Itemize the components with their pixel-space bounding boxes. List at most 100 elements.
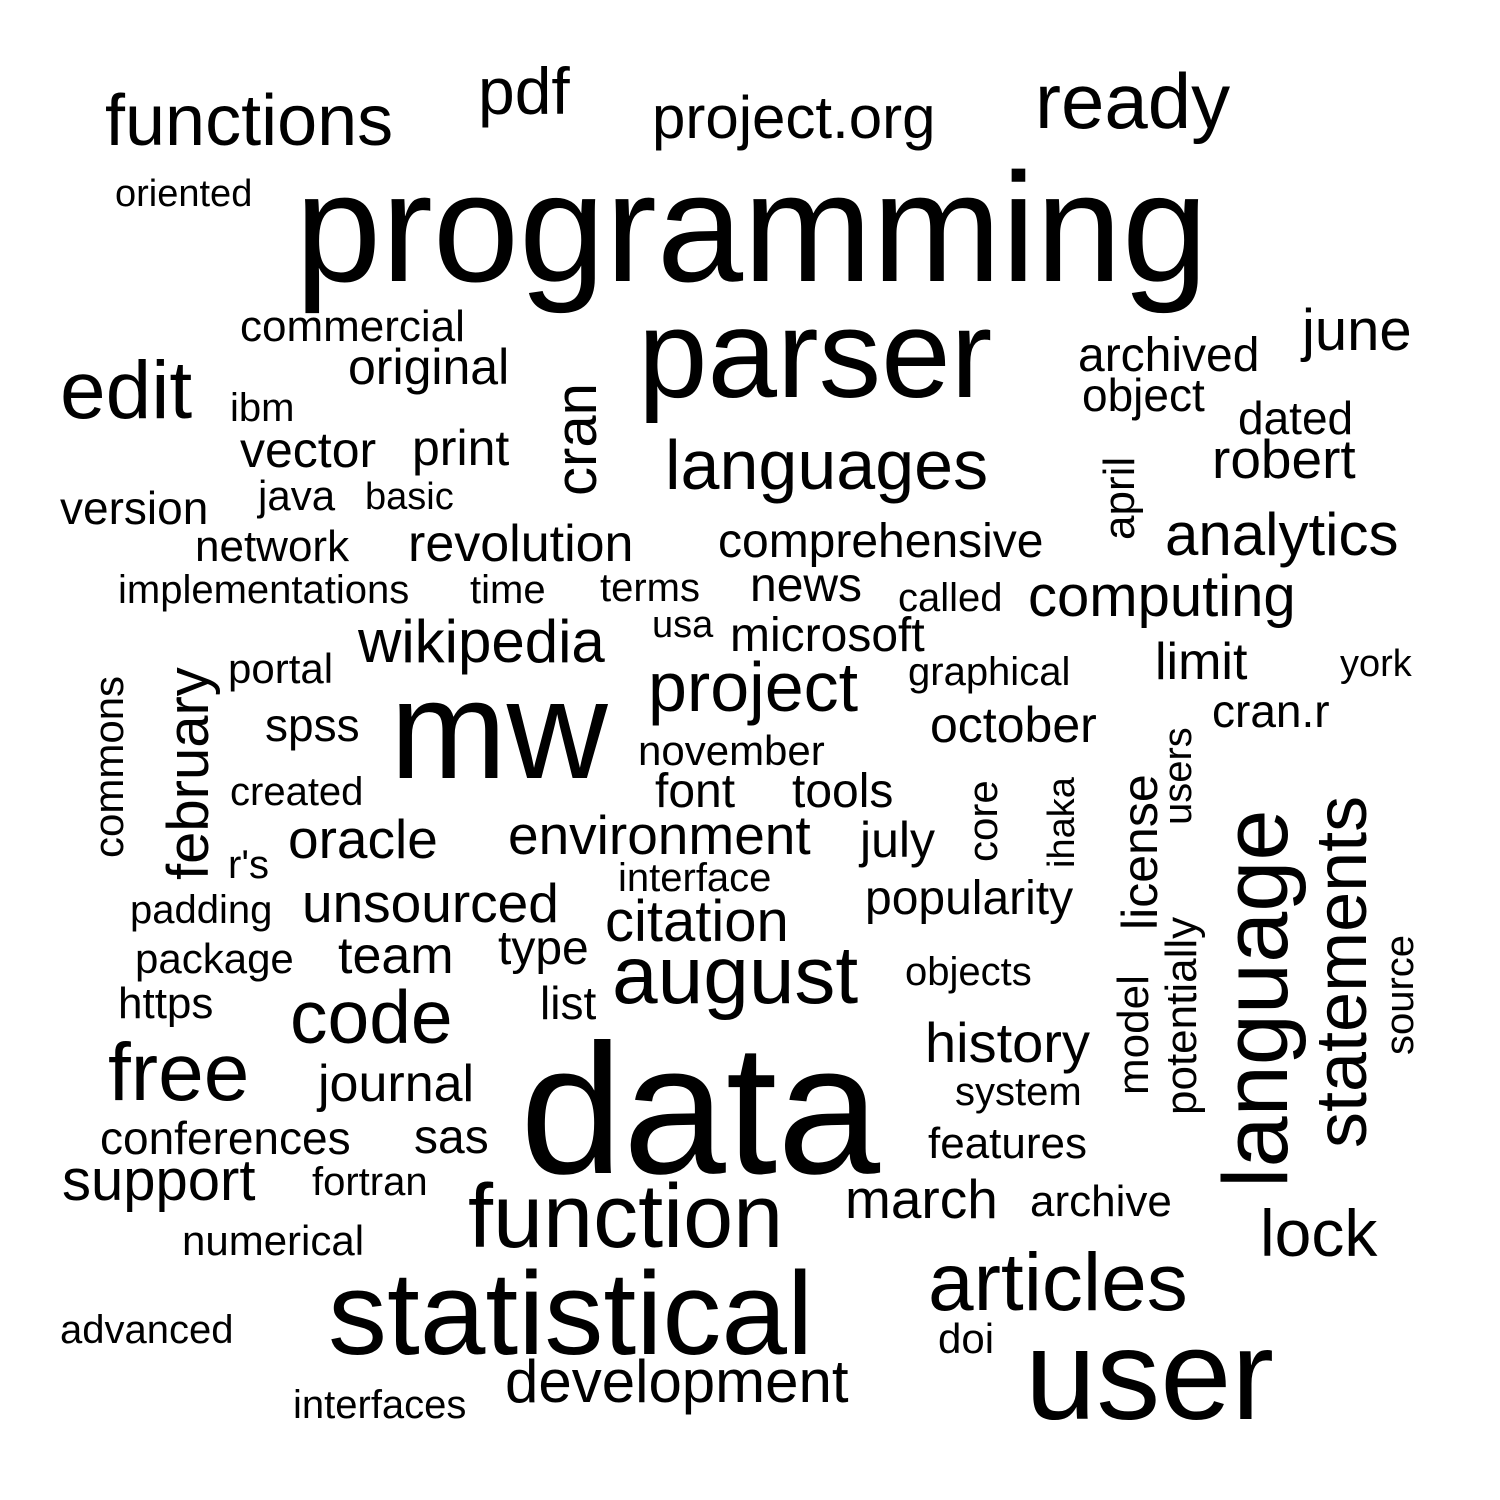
word-type: type xyxy=(498,922,589,975)
word-implementations: implementations xyxy=(118,568,410,612)
word-development: development xyxy=(505,1348,849,1415)
word-news: news xyxy=(750,559,863,612)
word-numerical: numerical xyxy=(182,1217,365,1264)
word-padding: padding xyxy=(130,888,273,932)
word-archived: archived xyxy=(1078,329,1260,382)
word-system: system xyxy=(955,1070,1082,1114)
word-analytics: analytics xyxy=(1165,501,1399,568)
word-interfaces: interfaces xyxy=(293,1383,467,1427)
word-ihaka: ihaka xyxy=(1041,777,1083,868)
word-created: created xyxy=(230,770,364,814)
word-rs: r's xyxy=(228,843,269,887)
word-dated: dated xyxy=(1238,392,1354,444)
word-project-org: project.org xyxy=(652,84,936,151)
word-support: support xyxy=(62,1148,256,1213)
word-ready: ready xyxy=(1035,57,1231,145)
word-language: language xyxy=(1205,809,1307,1188)
word-code: code xyxy=(290,975,453,1059)
word-journal: journal xyxy=(318,1055,475,1113)
word-microsoft: microsoft xyxy=(730,609,925,662)
word-fortran: fortran xyxy=(312,1160,428,1204)
word-usa: usa xyxy=(652,604,714,646)
word-august: august xyxy=(612,930,859,1021)
word-citation: citation xyxy=(605,889,789,954)
word-functions: functions xyxy=(105,81,394,161)
word-march: march xyxy=(845,1168,998,1230)
word-users: users xyxy=(1156,727,1200,825)
word-york: york xyxy=(1340,643,1412,685)
word-objects: objects xyxy=(905,950,1032,994)
word-source: source xyxy=(1378,934,1422,1055)
word-robert: robert xyxy=(1212,428,1356,490)
word-doi: doi xyxy=(938,1315,995,1362)
word-archive: archive xyxy=(1030,1177,1172,1226)
word-statements: statements xyxy=(1302,795,1382,1148)
word-called: called xyxy=(898,576,1003,620)
word-conferences: conferences xyxy=(100,1112,351,1164)
word-time: time xyxy=(470,568,546,612)
word-computing: computing xyxy=(1028,564,1296,629)
word-pdf: pdf xyxy=(478,54,570,128)
word-advanced: advanced xyxy=(60,1308,234,1352)
word-parser: parser xyxy=(638,285,993,424)
word-november: november xyxy=(638,727,825,774)
word-mw: mw xyxy=(390,651,608,808)
word-function: function xyxy=(468,1167,784,1267)
word-lock: lock xyxy=(1260,1196,1378,1270)
word-team: team xyxy=(338,927,454,985)
word-project: project xyxy=(648,648,859,726)
word-cran-r: cran.r xyxy=(1212,685,1330,737)
word-april: april xyxy=(1095,456,1144,540)
word-print: print xyxy=(412,420,510,476)
word-network: network xyxy=(195,522,350,571)
word-data: data xyxy=(520,1007,881,1213)
word-wikipedia: wikipedia xyxy=(358,608,605,675)
word-potentially: potentially xyxy=(1157,916,1206,1115)
word-version: version xyxy=(60,482,209,534)
word-oriented: oriented xyxy=(115,173,253,215)
word-user: user xyxy=(1025,1304,1274,1447)
word-portal: portal xyxy=(228,645,334,692)
word-spss: spss xyxy=(265,699,360,751)
word-environment: environment xyxy=(508,804,811,866)
word-july: july xyxy=(860,812,936,868)
word-popularity: popularity xyxy=(865,872,1074,925)
word-unsourced: unsourced xyxy=(302,872,559,934)
word-model: model xyxy=(1109,975,1158,1095)
word-java: java xyxy=(258,472,336,519)
word-comprehensive: comprehensive xyxy=(718,515,1044,568)
word-october: october xyxy=(930,697,1097,753)
word-edit: edit xyxy=(60,345,193,436)
word-articles: articles xyxy=(928,1237,1188,1328)
word-tools: tools xyxy=(792,765,894,818)
word-revolution: revolution xyxy=(408,515,634,573)
word-features: features xyxy=(928,1119,1087,1168)
word-terms: terms xyxy=(600,566,700,610)
word-february: february xyxy=(156,667,221,880)
word-https: https xyxy=(118,979,214,1028)
word-core: core xyxy=(959,780,1006,862)
word-cran: cran xyxy=(544,383,609,496)
word-commercial: commercial xyxy=(240,302,465,351)
word-languages: languages xyxy=(665,426,989,504)
word-original: original xyxy=(348,339,510,395)
word-package: package xyxy=(135,935,294,982)
word-interface: interface xyxy=(618,856,772,900)
word-limit: limit xyxy=(1155,633,1248,691)
word-sas: sas xyxy=(414,1111,489,1164)
word-basic: basic xyxy=(365,476,454,518)
word-ibm: ibm xyxy=(230,386,295,430)
word-programming: programming xyxy=(295,141,1209,314)
word-june: june xyxy=(1302,298,1412,363)
word-list: list xyxy=(540,977,597,1029)
word-commons: commons xyxy=(85,675,132,858)
word-object: object xyxy=(1082,369,1205,421)
word-history: history xyxy=(925,1011,1090,1074)
word-oracle: oracle xyxy=(288,808,438,870)
word-graphical: graphical xyxy=(908,650,1071,694)
word-statistical: statistical xyxy=(328,1248,814,1380)
word-vector: vector xyxy=(240,422,377,478)
word-free: free xyxy=(108,1027,250,1118)
word-font: font xyxy=(655,765,736,818)
